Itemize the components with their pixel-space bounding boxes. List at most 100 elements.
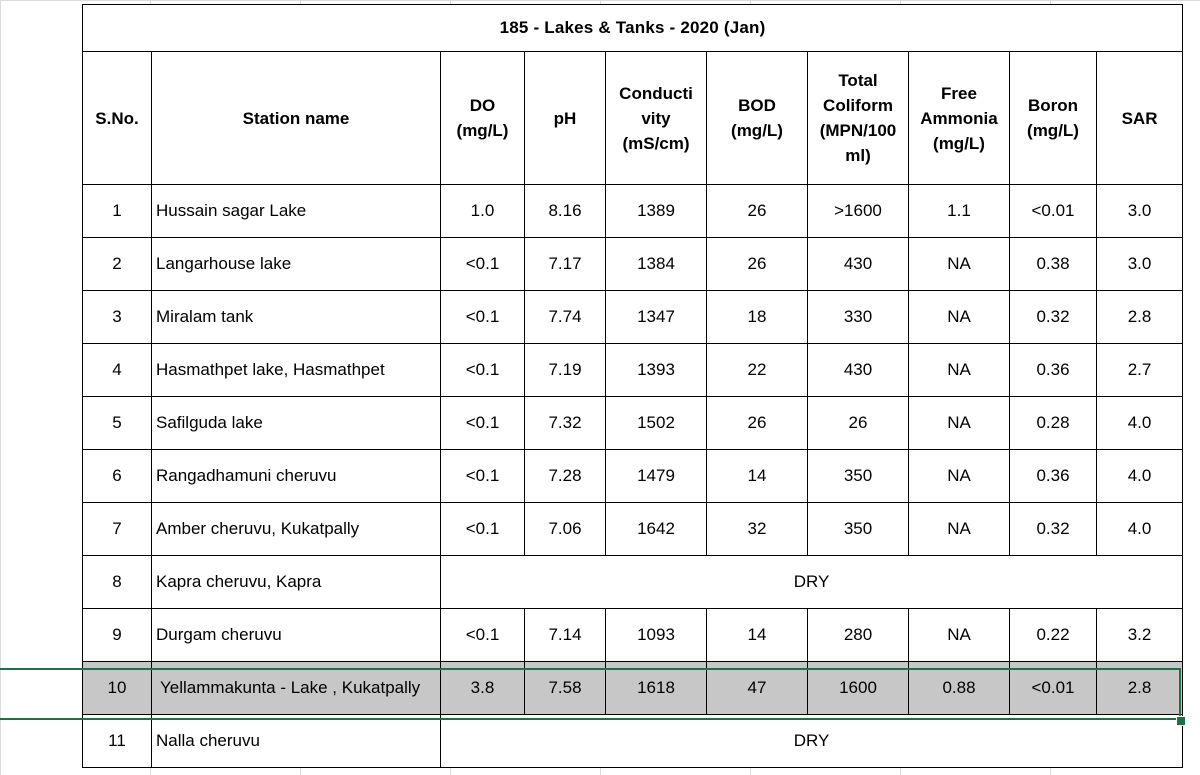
cell-bod[interactable]: 14	[706, 449, 808, 503]
cell-conductivity[interactable]: 1479	[605, 449, 707, 503]
cell-boron[interactable]: 0.22	[1009, 608, 1097, 662]
cell-boron[interactable]: 0.28	[1009, 396, 1097, 450]
cell-sno[interactable]: 5	[82, 396, 152, 450]
header-free-ammonia[interactable]: Free Ammonia (mg/L)	[908, 51, 1010, 185]
cell-total-coliform[interactable]: 350	[807, 502, 909, 556]
cell-sar[interactable]: 2.8	[1095, 661, 1184, 715]
cell-sno[interactable]: 3	[82, 290, 152, 344]
cell-ph[interactable]: 7.58	[524, 661, 606, 715]
cell-sar[interactable]: 4.0	[1095, 396, 1184, 450]
cell-station-name[interactable]: Yellammakunta - Lake , Kukatpally	[151, 661, 441, 715]
cell-ph[interactable]: 7.14	[524, 608, 606, 662]
cell-sno[interactable]: 11	[82, 714, 152, 768]
cell-ph[interactable]: 7.74	[524, 290, 606, 344]
cell-station-name[interactable]: Hasmathpet lake, Hasmathpet	[151, 343, 441, 397]
cell-free-ammonia[interactable]: 1.1	[908, 184, 1010, 238]
cell-total-coliform[interactable]: >1600	[807, 184, 909, 238]
cell-dry-status[interactable]: DRY	[439, 714, 1184, 768]
header-sar[interactable]: SAR	[1095, 51, 1184, 185]
cell-sno[interactable]: 6	[82, 449, 152, 503]
cell-dry-status[interactable]: DRY	[439, 555, 1184, 609]
cell-free-ammonia[interactable]: NA	[908, 502, 1010, 556]
cell-conductivity[interactable]: 1347	[605, 290, 707, 344]
cell-total-coliform[interactable]: 280	[807, 608, 909, 662]
cell-conductivity[interactable]: 1393	[605, 343, 707, 397]
cell-do[interactable]: <0.1	[440, 343, 525, 397]
cell-do[interactable]: 3.8	[440, 661, 525, 715]
fill-handle[interactable]	[1176, 716, 1186, 726]
cell-conductivity[interactable]: 1618	[605, 661, 707, 715]
cell-total-coliform[interactable]: 430	[807, 237, 909, 291]
cell-station-name[interactable]: Hussain sagar Lake	[151, 184, 441, 238]
cell-total-coliform[interactable]: 1600	[807, 661, 909, 715]
cell-sar[interactable]: 3.2	[1095, 608, 1184, 662]
cell-station-name[interactable]: Rangadhamuni cheruvu	[151, 449, 441, 503]
cell-bod[interactable]: 26	[706, 237, 808, 291]
cell-free-ammonia[interactable]: NA	[908, 290, 1010, 344]
cell-total-coliform[interactable]: 430	[807, 343, 909, 397]
cell-ph[interactable]: 7.06	[524, 502, 606, 556]
cell-station-name[interactable]: Langarhouse lake	[151, 237, 441, 291]
cell-station-name[interactable]: Nalla cheruvu	[151, 714, 441, 768]
cell-do[interactable]: <0.1	[440, 290, 525, 344]
cell-bod[interactable]: 32	[706, 502, 808, 556]
cell-sno[interactable]: 9	[82, 608, 152, 662]
header-bod[interactable]: BOD (mg/L)	[706, 51, 808, 185]
cell-sno[interactable]: 8	[82, 555, 152, 609]
cell-sar[interactable]: 3.0	[1095, 237, 1184, 291]
cell-do[interactable]: <0.1	[440, 502, 525, 556]
cell-bod[interactable]: 26	[706, 396, 808, 450]
cell-ph[interactable]: 7.19	[524, 343, 606, 397]
cell-free-ammonia[interactable]: NA	[908, 608, 1010, 662]
cell-ph[interactable]: 8.16	[524, 184, 606, 238]
header-conductivity[interactable]: Conducti vity (mS/cm)	[605, 51, 707, 185]
header-total-coliform[interactable]: Total Coliform (MPN/100 ml)	[807, 51, 909, 185]
cell-sno[interactable]: 4	[82, 343, 152, 397]
cell-ph[interactable]: 7.17	[524, 237, 606, 291]
cell-boron[interactable]: 0.36	[1009, 449, 1097, 503]
cell-do[interactable]: <0.1	[440, 608, 525, 662]
cell-free-ammonia[interactable]: NA	[908, 396, 1010, 450]
cell-sar[interactable]: 2.7	[1095, 343, 1184, 397]
cell-sno[interactable]: 2	[82, 237, 152, 291]
cell-bod[interactable]: 26	[706, 184, 808, 238]
cell-do[interactable]: <0.1	[440, 237, 525, 291]
header-ph[interactable]: pH	[524, 51, 606, 185]
cell-boron[interactable]: 0.32	[1009, 290, 1097, 344]
cell-bod[interactable]: 22	[706, 343, 808, 397]
cell-sar[interactable]: 2.8	[1095, 290, 1184, 344]
cell-free-ammonia[interactable]: NA	[908, 237, 1010, 291]
cell-boron[interactable]: <0.01	[1009, 184, 1097, 238]
cell-boron[interactable]: 0.32	[1009, 502, 1097, 556]
cell-do[interactable]: <0.1	[440, 449, 525, 503]
cell-do[interactable]: 1.0	[440, 184, 525, 238]
cell-total-coliform[interactable]: 26	[807, 396, 909, 450]
cell-boron[interactable]: 0.36	[1009, 343, 1097, 397]
cell-boron[interactable]: 0.38	[1009, 237, 1097, 291]
cell-conductivity[interactable]: 1093	[605, 608, 707, 662]
cell-free-ammonia[interactable]: NA	[908, 449, 1010, 503]
cell-station-name[interactable]: Miralam tank	[151, 290, 441, 344]
header-do[interactable]: DO (mg/L)	[440, 51, 525, 185]
cell-bod[interactable]: 18	[706, 290, 808, 344]
cell-ph[interactable]: 7.32	[524, 396, 606, 450]
table-row-selected[interactable]: 10 Yellammakunta - Lake , Kukatpally 3.8…	[82, 661, 1184, 715]
header-boron[interactable]: Boron (mg/L)	[1009, 51, 1097, 185]
cell-do[interactable]: <0.1	[440, 396, 525, 450]
cell-station-name[interactable]: Amber cheruvu, Kukatpally	[151, 502, 441, 556]
sheet-title[interactable]: 185 - Lakes & Tanks - 2020 (Jan)	[81, 4, 1184, 52]
cell-conductivity[interactable]: 1389	[605, 184, 707, 238]
cell-conductivity[interactable]: 1384	[605, 237, 707, 291]
cell-total-coliform[interactable]: 330	[807, 290, 909, 344]
cell-station-name[interactable]: Safilguda lake	[151, 396, 441, 450]
cell-bod[interactable]: 47	[706, 661, 808, 715]
cell-conductivity[interactable]: 1642	[605, 502, 707, 556]
cell-sar[interactable]: 4.0	[1095, 502, 1184, 556]
cell-station-name[interactable]: Kapra cheruvu, Kapra	[151, 555, 441, 609]
cell-sar[interactable]: 3.0	[1095, 184, 1184, 238]
cell-station-name[interactable]: Durgam cheruvu	[151, 608, 441, 662]
cell-total-coliform[interactable]: 350	[807, 449, 909, 503]
cell-sno[interactable]: 7	[82, 502, 152, 556]
cell-sar[interactable]: 4.0	[1095, 449, 1184, 503]
cell-ph[interactable]: 7.28	[524, 449, 606, 503]
